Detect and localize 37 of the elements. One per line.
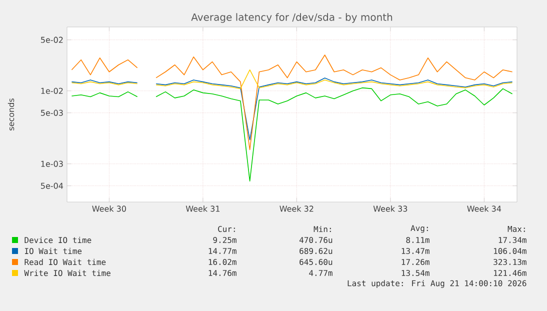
text: Max:: [508, 226, 525, 232]
text: 16.02m: [208, 258, 236, 266]
legend-label: Device IO time: [24, 236, 92, 244]
legend-label: Write IO Wait time: [24, 270, 110, 276]
text: 13.47m: [402, 248, 430, 254]
text: 4.77m: [309, 270, 332, 276]
chart-title: Average latency for /dev/sda - by month: [191, 13, 392, 23]
text: 14.77m: [208, 248, 236, 254]
y-tick-label: 5e-02: [41, 36, 63, 43]
text: Min:: [314, 226, 331, 232]
x-tick-label: Week 32: [280, 206, 314, 212]
text: Last update: Fri Aug 21 14:00:10 2026: [348, 280, 526, 288]
y-tick-label: 5e-03: [41, 110, 63, 116]
text: 9.25m: [213, 236, 236, 244]
text: 121.46m: [494, 270, 526, 276]
y-tick-label: 1e-03: [41, 160, 63, 167]
x-tick-label: Week 30: [92, 206, 126, 212]
text: Cur:: [218, 226, 235, 232]
text: 17.34m: [498, 236, 526, 244]
y-axis-title: seconds: [8, 98, 14, 130]
x-tick-label: Week 33: [373, 206, 408, 212]
text: 106.04m: [494, 248, 526, 254]
text: 645.60u: [300, 258, 332, 266]
text: Avg:: [410, 225, 428, 233]
y-tick-label: 1e-02: [41, 88, 63, 94]
text: 13.54m: [402, 270, 430, 276]
text: 14.76m: [208, 270, 236, 276]
text: 17.26m: [402, 258, 430, 266]
legend-label: IO Wait time: [24, 248, 82, 254]
x-tick-label: Week 31: [186, 206, 220, 212]
y-tick-label: 5e-04: [41, 182, 64, 189]
text: 8.11m: [406, 236, 430, 244]
x-tick-label: Week 34: [467, 206, 502, 212]
text: 470.76u: [299, 236, 332, 244]
text: 689.62u: [300, 248, 332, 254]
text: 323.13m: [494, 258, 526, 266]
legend-label: Read IO Wait time: [24, 258, 106, 266]
